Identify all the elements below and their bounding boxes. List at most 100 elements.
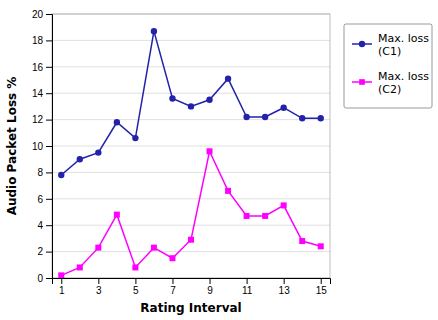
tick-mark — [46, 146, 52, 147]
tick-mark — [61, 278, 62, 284]
point — [95, 245, 101, 251]
tick-label: 5 — [133, 285, 139, 296]
point — [299, 238, 305, 244]
legend-label: Max. loss(C1) — [378, 32, 429, 58]
tick-label: 8 — [37, 167, 43, 178]
point — [225, 75, 231, 81]
tick: 0 — [37, 273, 52, 284]
tick: 15 — [316, 278, 328, 296]
grid-line — [52, 40, 330, 41]
grid-line — [52, 146, 330, 147]
point — [318, 243, 324, 249]
plot: 1357911131502468101214161820Rating Inter… — [5, 9, 331, 315]
point — [243, 114, 249, 120]
tick-label: 6 — [37, 194, 43, 205]
tick-mark — [46, 225, 52, 226]
point — [114, 212, 120, 218]
axis-line — [53, 279, 331, 285]
line — [61, 151, 320, 275]
point — [188, 103, 194, 109]
point — [262, 213, 268, 219]
x-axis-title: Rating Interval — [140, 301, 241, 315]
tick: 18 — [32, 35, 52, 46]
tick-label: 11 — [242, 285, 253, 296]
point — [58, 172, 64, 178]
tick: 3 — [96, 278, 102, 296]
tick: 2 — [37, 246, 52, 257]
point — [188, 237, 194, 243]
tick-mark — [46, 278, 52, 279]
tick-mark — [321, 278, 322, 284]
grid-line — [52, 198, 330, 199]
x-axis: 13579111315 — [53, 278, 331, 296]
tick: 8 — [37, 167, 52, 178]
tick-mark — [46, 40, 52, 41]
point — [207, 148, 213, 154]
legend-item: Max. loss(C2) — [352, 70, 429, 96]
tick-label: 12 — [32, 114, 44, 125]
point — [132, 135, 138, 141]
tick-label: 15 — [316, 285, 328, 296]
point — [169, 255, 175, 261]
point — [151, 28, 157, 34]
tick-mark — [46, 14, 52, 15]
grid-line — [52, 225, 330, 226]
tick-mark — [135, 278, 136, 284]
series — [58, 148, 323, 278]
tick: 12 — [32, 114, 52, 125]
tick-label: 0 — [37, 273, 43, 284]
tick: 5 — [133, 278, 139, 296]
tick-mark — [46, 199, 52, 200]
tick-mark — [46, 67, 52, 68]
tick-mark — [46, 93, 52, 94]
point — [58, 272, 64, 278]
tick-mark — [46, 252, 52, 253]
legend-box — [344, 24, 432, 108]
tick: 6 — [37, 194, 52, 205]
tick-label: 2 — [37, 246, 43, 257]
tick: 1 — [59, 278, 65, 296]
tick-mark — [284, 278, 285, 284]
point — [169, 95, 175, 101]
grid-line — [52, 172, 330, 173]
tick-mark — [247, 278, 248, 284]
point — [77, 264, 83, 270]
legend: Max. loss(C1) Max. loss(C2) — [344, 24, 432, 108]
y-axis-title: Audio Packet Loss % — [5, 77, 19, 216]
tick: 9 — [207, 278, 213, 296]
tick: 20 — [32, 9, 52, 20]
tick-label: 7 — [170, 285, 176, 296]
tick-label: 20 — [32, 9, 44, 20]
point — [262, 114, 268, 120]
point — [281, 202, 287, 208]
point — [77, 156, 83, 162]
tick: 14 — [32, 88, 52, 99]
series — [58, 28, 324, 178]
tick: 7 — [170, 278, 176, 296]
legend-item: Max. loss(C1) — [352, 32, 429, 58]
grid-line — [52, 119, 330, 120]
point — [114, 119, 120, 125]
point — [206, 97, 212, 103]
tick: 13 — [279, 278, 291, 296]
point — [318, 115, 324, 121]
tick: 16 — [32, 62, 52, 73]
tick: 4 — [37, 220, 52, 231]
tick: 10 — [32, 141, 52, 152]
legend-marker — [359, 41, 365, 47]
plot-frame — [52, 14, 330, 278]
tick-label: 4 — [37, 220, 43, 231]
grid-line — [52, 93, 330, 94]
point — [299, 115, 305, 121]
point — [132, 264, 138, 270]
tick-label: 10 — [32, 141, 44, 152]
legend-label: Max. loss(C2) — [378, 70, 429, 96]
tick-label: 16 — [32, 62, 44, 73]
line — [61, 31, 320, 175]
tick-mark — [210, 278, 211, 284]
point — [280, 105, 286, 111]
point — [95, 149, 101, 155]
tick: 11 — [242, 278, 253, 296]
tick-mark — [172, 278, 173, 284]
tick-label: 3 — [96, 285, 102, 296]
